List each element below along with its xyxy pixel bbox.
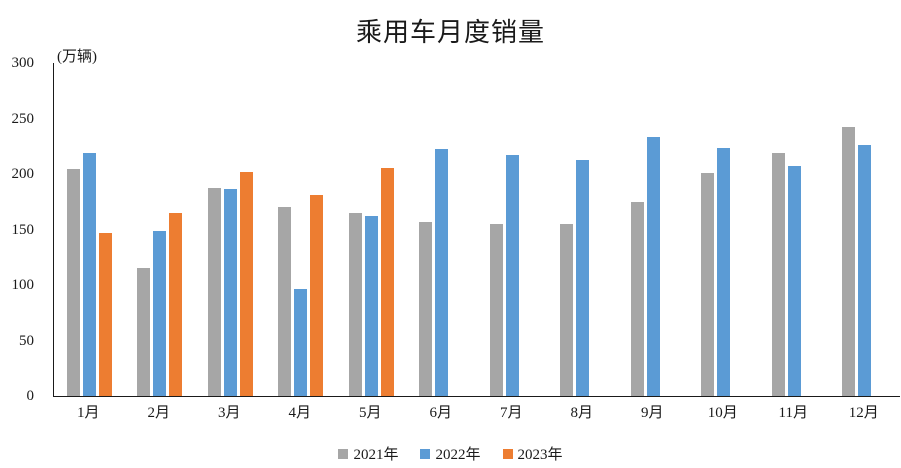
bar-2021年-3月 bbox=[207, 188, 221, 396]
legend-item-2023年: 2023年 bbox=[502, 443, 563, 464]
y-tick-label-0: 0 bbox=[26, 388, 35, 404]
bar-2021年-1月 bbox=[66, 169, 80, 396]
legend-swatch-icon bbox=[420, 448, 431, 459]
bar-group-11月 bbox=[759, 63, 830, 396]
x-tick-label-6月: 6月 bbox=[429, 405, 453, 421]
bar-2021年-4月 bbox=[278, 206, 292, 396]
bar-2022年-11月 bbox=[787, 165, 801, 396]
bar-2022年-10月 bbox=[717, 148, 731, 396]
bar-group-12月 bbox=[830, 63, 901, 396]
x-tick-label-10月: 10月 bbox=[707, 405, 738, 421]
bar-2022年-3月 bbox=[223, 189, 237, 396]
legend-label: 2022年 bbox=[435, 447, 481, 463]
y-tick-label-300: 300 bbox=[11, 55, 35, 71]
bar-group-8月 bbox=[548, 63, 619, 396]
legend-label: 2023年 bbox=[517, 447, 563, 463]
y-tick-label-250: 250 bbox=[11, 110, 35, 127]
bar-group-3月 bbox=[195, 63, 266, 396]
x-tick-label-1月: 1月 bbox=[76, 405, 100, 421]
bar-2023年-2月 bbox=[169, 212, 183, 396]
bar-2021年-6月 bbox=[419, 221, 433, 396]
legend: 2021年 2022年 2023年 bbox=[0, 443, 901, 464]
x-tick-label-12月: 12月 bbox=[848, 405, 879, 421]
bar-group-7月 bbox=[477, 63, 548, 396]
x-tick-label-4月: 4月 bbox=[288, 405, 312, 421]
bar-2023年-3月 bbox=[239, 172, 253, 396]
legend-label: 2021年 bbox=[353, 447, 399, 463]
bar-2023年-4月 bbox=[310, 194, 324, 396]
bar-2021年-11月 bbox=[771, 152, 785, 396]
bar-2021年-10月 bbox=[701, 173, 715, 396]
legend-item-2022年: 2022年 bbox=[420, 443, 481, 464]
bar-2021年-5月 bbox=[348, 213, 362, 396]
bar-2022年-8月 bbox=[576, 160, 590, 396]
bar-2022年-1月 bbox=[82, 153, 96, 396]
bar-group-6月 bbox=[407, 63, 478, 396]
bar-2022年-5月 bbox=[364, 215, 378, 396]
plot-area bbox=[53, 63, 900, 397]
bar-group-4月 bbox=[266, 63, 337, 396]
bar-2022年-2月 bbox=[153, 230, 167, 396]
bar-group-9月 bbox=[618, 63, 689, 396]
bar-2021年-8月 bbox=[560, 223, 574, 396]
bar-2021年-2月 bbox=[137, 267, 151, 396]
bar-2022年-6月 bbox=[435, 149, 449, 396]
bar-group-2月 bbox=[125, 63, 196, 396]
bar-group-5月 bbox=[336, 63, 407, 396]
bar-group-1月 bbox=[54, 63, 125, 396]
x-tick-label-11月: 11月 bbox=[778, 405, 808, 421]
bar-2022年-12月 bbox=[858, 144, 872, 396]
y-tick-label-200: 200 bbox=[11, 166, 35, 182]
y-axis-unit-label: (万辆) bbox=[57, 49, 97, 65]
x-tick-label-8月: 8月 bbox=[570, 405, 594, 421]
x-tick-label-9月: 9月 bbox=[640, 405, 664, 421]
bar-group-10月 bbox=[689, 63, 760, 396]
y-tick-label-100: 100 bbox=[11, 277, 35, 293]
legend-swatch-icon bbox=[502, 448, 513, 459]
x-tick-label-2月: 2月 bbox=[147, 405, 171, 421]
bar-2023年-1月 bbox=[98, 232, 112, 396]
bar-2022年-9月 bbox=[646, 137, 660, 396]
x-tick-label-5月: 5月 bbox=[358, 405, 382, 421]
chart-title: 乘用车月度销量 bbox=[355, 18, 545, 47]
bar-2021年-12月 bbox=[842, 127, 856, 396]
bar-2022年-7月 bbox=[505, 154, 519, 396]
legend-item-2021年: 2021年 bbox=[338, 443, 398, 464]
bar-2023年-5月 bbox=[380, 168, 394, 396]
bar-2021年-7月 bbox=[489, 223, 503, 396]
bar-2022年-4月 bbox=[294, 288, 308, 396]
x-tick-label-7月: 7月 bbox=[499, 405, 523, 421]
bar-2021年-9月 bbox=[630, 201, 644, 396]
y-tick-label-150: 150 bbox=[11, 221, 35, 238]
y-tick-label-50: 50 bbox=[19, 332, 34, 349]
x-tick-label-3月: 3月 bbox=[217, 405, 241, 421]
legend-swatch-icon bbox=[338, 448, 349, 459]
